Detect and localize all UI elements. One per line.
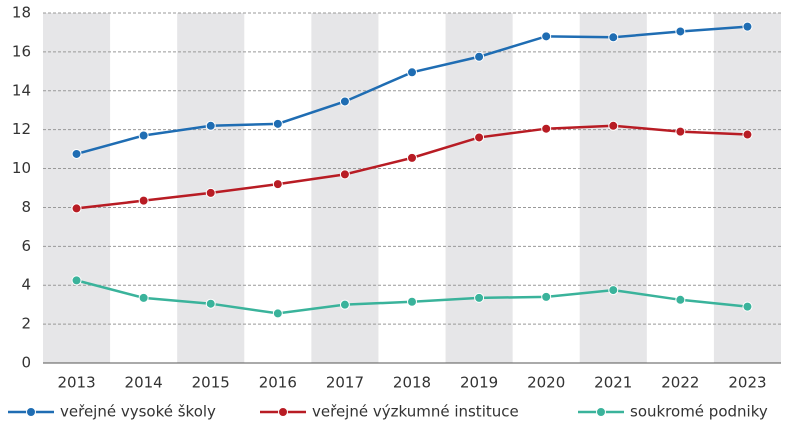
point [71,203,82,214]
x-tick-label: 2023 [728,374,766,392]
x-tick-label: 2014 [125,374,163,392]
point [541,123,552,134]
legend-marker [278,407,288,417]
y-tick-label: 12 [12,120,31,138]
y-tick-label: 6 [21,237,31,255]
y-tick-label: 2 [21,315,31,333]
x-tick-label: 2013 [57,374,95,392]
point [407,296,417,307]
y-tick-label: 4 [21,276,31,294]
y-tick-label: 16 [12,42,31,60]
legend-marker [596,407,606,417]
y-tick-label: 14 [12,81,31,99]
x-tick-label: 2019 [460,374,498,392]
y-tick-label: 0 [21,354,31,372]
point [272,118,283,129]
point [474,292,485,303]
x-tick-label: 2021 [594,374,632,392]
point [138,130,149,141]
point [339,169,350,180]
x-tick-label: 2020 [527,374,565,392]
y-tick-label: 8 [21,198,31,216]
point [675,26,686,37]
legend-label: veřejné výzkumné instituce [312,403,519,421]
point [272,308,283,319]
x-tick-label: 2016 [259,374,297,392]
point [608,285,619,296]
point [742,301,753,312]
point [742,21,753,32]
point [407,152,417,163]
point [407,67,417,78]
point [541,31,552,42]
legend-label: soukromé podniky [630,403,768,421]
point [675,294,686,305]
point [205,298,216,309]
point [205,120,216,131]
point [742,129,753,140]
point [71,275,82,286]
point [608,32,619,43]
point [675,126,686,137]
band [579,13,647,363]
point [474,51,485,62]
point [541,291,552,302]
point [205,187,216,198]
legend-marker [26,407,36,417]
x-tick-label: 2022 [661,374,699,392]
x-tick-label: 2015 [192,374,230,392]
point [608,120,619,131]
point [339,299,350,310]
x-tick-label: 2018 [393,374,431,392]
band [43,13,111,363]
x-tick-label: 2017 [326,374,364,392]
y-tick-label: 18 [12,4,31,22]
point [138,195,149,206]
point [339,96,350,107]
band [445,13,513,363]
band [311,13,379,363]
legend-label: veřejné vysoké školy [60,403,216,421]
point [272,179,283,190]
point [71,148,82,159]
y-tick-label: 10 [12,159,31,177]
point [138,292,149,303]
point [474,132,485,143]
